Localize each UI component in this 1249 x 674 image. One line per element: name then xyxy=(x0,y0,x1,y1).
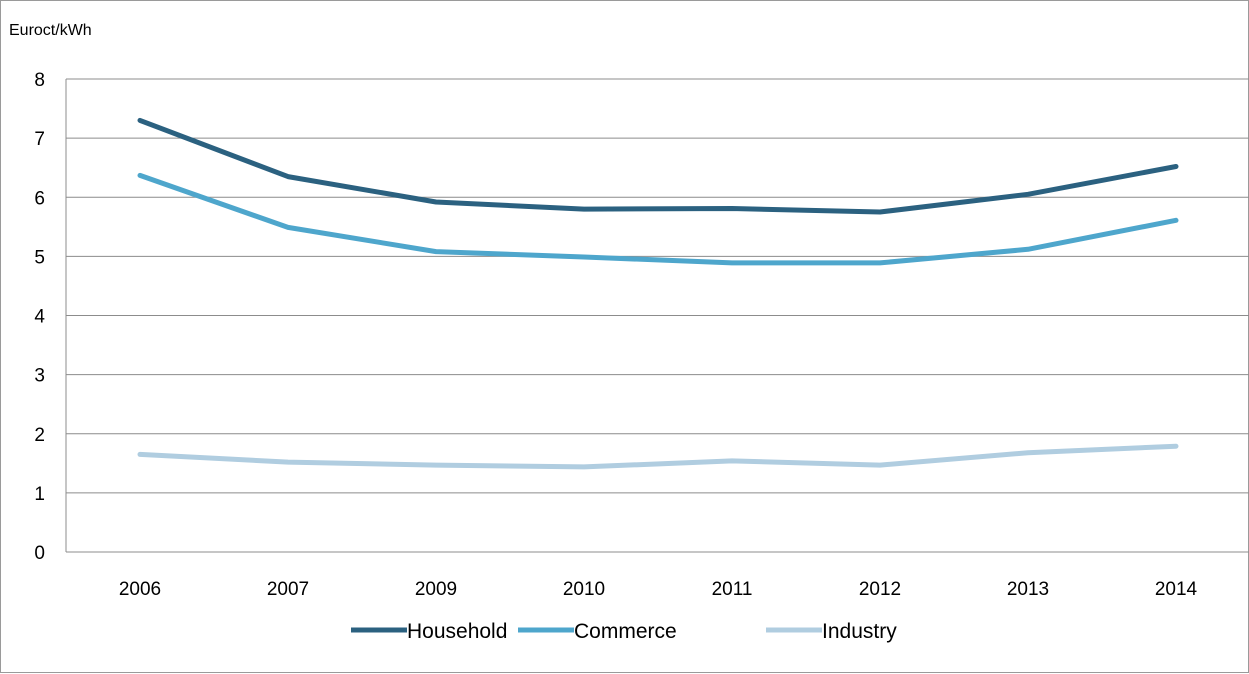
x-tick-label: 2007 xyxy=(267,579,309,600)
x-axis-ticks: 2006 2007 2009 2010 2011 2012 2013 2014 xyxy=(119,579,1198,600)
y-tick-label: 7 xyxy=(34,129,45,150)
x-tick-label: 2009 xyxy=(415,579,457,600)
y-tick-label: 2 xyxy=(34,425,45,446)
x-tick-label: 2012 xyxy=(859,579,901,600)
y-axis-ticks: 0 1 2 3 4 5 6 7 8 xyxy=(34,70,45,564)
legend: Household Commerce Industry xyxy=(351,620,897,643)
y-tick-label: 1 xyxy=(34,484,45,505)
x-tick-label: 2011 xyxy=(712,579,753,600)
series-line-household xyxy=(137,117,1179,215)
x-tick-label: 2010 xyxy=(563,579,605,600)
gridlines xyxy=(66,78,1249,494)
legend-label-industry: Industry xyxy=(822,620,897,643)
series-line-industry xyxy=(137,443,1179,470)
y-tick-label: 0 xyxy=(34,543,45,564)
legend-label-commerce: Commerce xyxy=(574,620,677,643)
y-tick-label: 5 xyxy=(34,247,45,268)
x-tick-label: 2014 xyxy=(1155,579,1198,600)
series-lines xyxy=(137,117,1179,470)
y-tick-label: 8 xyxy=(34,70,45,91)
legend-label-household: Household xyxy=(407,620,507,643)
y-tick-label: 4 xyxy=(34,307,45,328)
y-axis-unit-label: Euroct/kWh xyxy=(9,22,92,39)
axes xyxy=(65,79,1249,553)
y-tick-label: 6 xyxy=(34,188,45,209)
series-line-commerce xyxy=(137,172,1179,266)
y-tick-label: 3 xyxy=(34,366,45,387)
x-tick-label: 2006 xyxy=(119,579,161,600)
x-tick-label: 2013 xyxy=(1007,579,1049,600)
